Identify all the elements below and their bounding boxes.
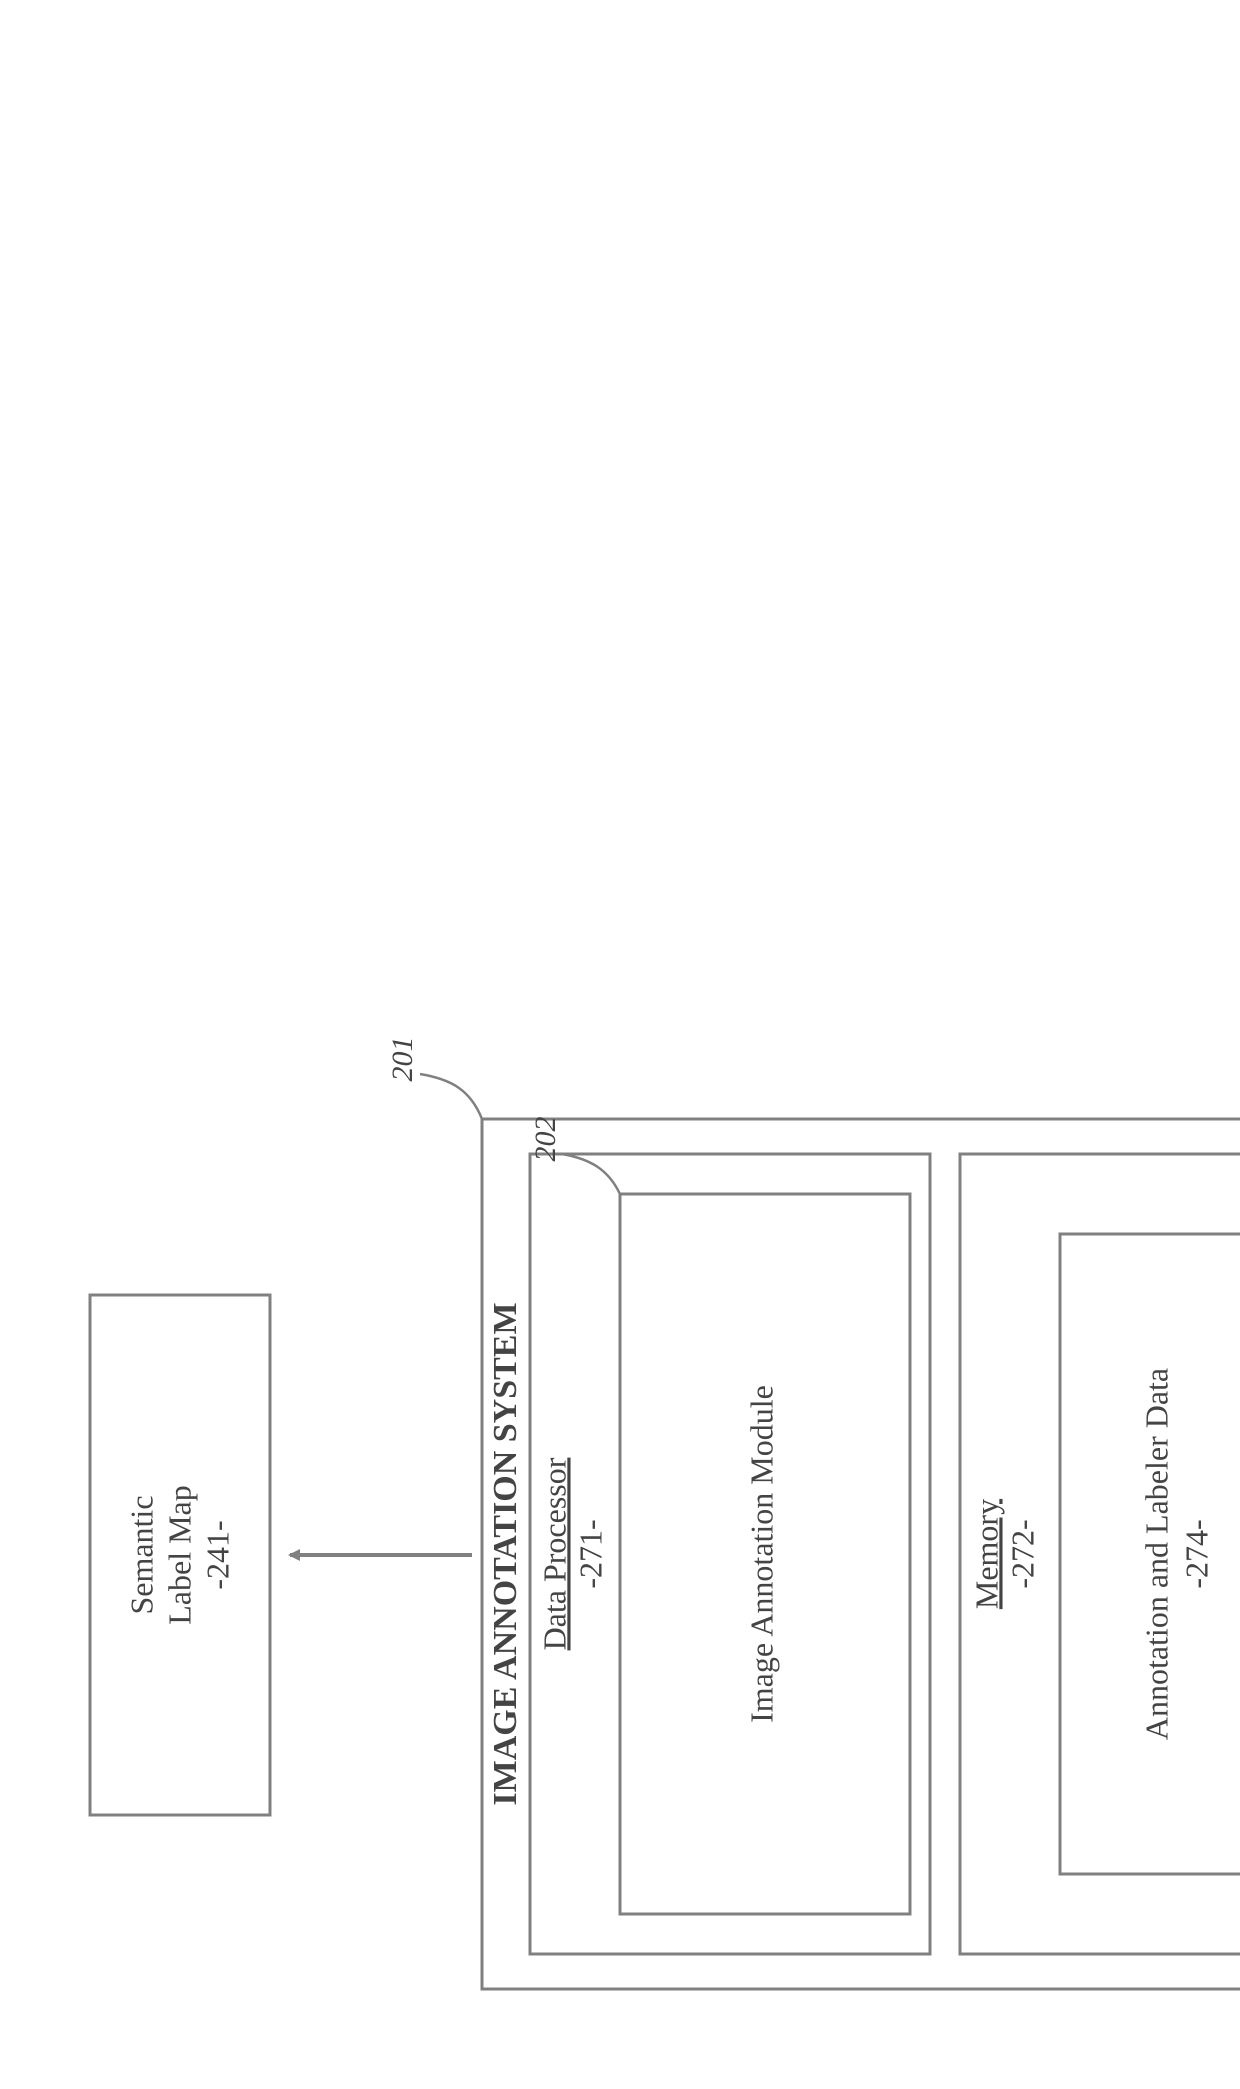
labeler-ref: -274- (1178, 1519, 1214, 1588)
output-ref: -241- (199, 1520, 235, 1589)
callout-201: 201 (386, 1037, 419, 1082)
module-box: Image Annotation Module 202 (529, 1117, 910, 1915)
callout-202-leader (562, 1154, 620, 1194)
callout-202: 202 (529, 1117, 562, 1162)
labeler-label: Annotation and Labeler Data (1138, 1368, 1174, 1740)
processor-ref: -271- (572, 1519, 608, 1588)
output-line2: Label Map (161, 1485, 197, 1625)
output-line1: Semantic (123, 1495, 159, 1614)
system-box: IMAGE ANNOTATION SYSTEM 201 (386, 1037, 1240, 1990)
callout-201-leader (420, 1074, 482, 1119)
memory-ref: -272- (1004, 1519, 1040, 1588)
processor-box: Data Processor -271- (530, 1154, 930, 1954)
output-box: Semantic Label Map -241- (90, 1295, 270, 1815)
figure-2-diagram: Image Data -210- IMAGE ANNOTATION SYSTEM… (0, 0, 1240, 2089)
processor-title: Data Processor (536, 1457, 572, 1650)
memory-title: Memory (968, 1499, 1004, 1609)
labeler-box: Annotation and Labeler Data -274- (1060, 1234, 1240, 1874)
module-label: Image Annotation Module (743, 1385, 779, 1723)
system-title: IMAGE ANNOTATION SYSTEM (487, 1302, 524, 1805)
